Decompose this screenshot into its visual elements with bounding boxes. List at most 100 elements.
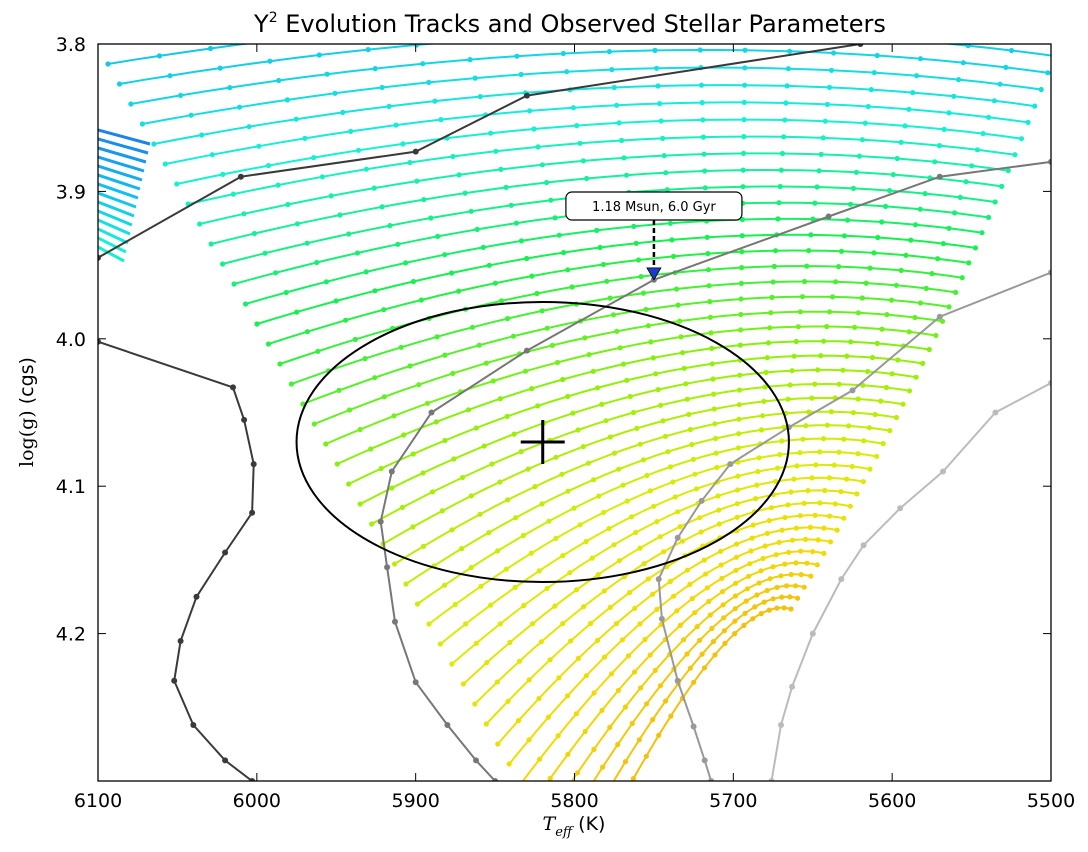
track-point	[410, 524, 416, 530]
track-point	[691, 679, 697, 685]
track-point	[151, 141, 157, 147]
track-point	[738, 327, 744, 333]
title-rest: Evolution Tracks and Observed Stellar Pa…	[278, 10, 886, 38]
track-point	[936, 143, 943, 149]
track-point	[616, 120, 622, 126]
track-point	[753, 496, 759, 502]
track-point	[323, 279, 329, 285]
track-point	[707, 612, 713, 618]
track-point	[220, 171, 226, 177]
track-point	[518, 781, 523, 786]
track-point	[874, 52, 880, 59]
track-point	[767, 325, 773, 331]
track-point	[262, 250, 268, 256]
track-point	[584, 175, 590, 182]
track-point	[654, 519, 660, 525]
track-point	[777, 183, 783, 190]
track-point	[893, 282, 900, 288]
track-point	[816, 168, 822, 174]
track-point	[414, 601, 421, 607]
track-point	[644, 701, 650, 707]
track-point	[529, 386, 535, 392]
track-point	[991, 98, 998, 104]
track-point	[594, 227, 600, 233]
track-point	[827, 539, 834, 545]
track-point	[389, 485, 395, 491]
track-point	[654, 65, 660, 71]
track-point	[922, 191, 928, 197]
track-point	[861, 438, 867, 444]
track-point	[786, 549, 792, 555]
track-point	[1052, 53, 1057, 58]
track-point	[285, 201, 291, 208]
track-point	[705, 267, 712, 273]
track-point	[362, 356, 368, 362]
track-point	[862, 120, 868, 126]
track-point	[906, 329, 912, 335]
track-point	[764, 355, 770, 361]
track-point	[791, 476, 797, 482]
isochrone-point	[674, 534, 681, 541]
track-point	[1018, 136, 1025, 142]
track-point	[803, 423, 809, 429]
track-point	[105, 61, 111, 67]
track-point	[690, 456, 697, 462]
chart-title: Y2 Evolution Tracks and Observed Stellar…	[253, 10, 886, 38]
track-point	[739, 216, 746, 223]
track-point	[283, 289, 289, 296]
track-point	[752, 604, 758, 610]
track-point	[378, 465, 384, 472]
track-point	[761, 599, 767, 605]
track-point	[492, 280, 498, 286]
isochrone-point	[412, 148, 419, 155]
track-point	[613, 621, 620, 627]
track-point	[630, 409, 637, 416]
track-point	[764, 530, 770, 537]
track-line	[359, 368, 917, 505]
track-point	[806, 248, 812, 254]
track-point	[704, 234, 710, 240]
track-point	[536, 695, 542, 702]
track-point	[760, 413, 766, 419]
track-point	[477, 94, 483, 100]
track-point	[799, 294, 806, 300]
track-point	[678, 334, 684, 340]
x-tick-label: 5500	[1027, 790, 1075, 812]
track-point	[637, 545, 643, 551]
track-point	[530, 621, 536, 627]
track-point	[686, 411, 692, 417]
track-point	[591, 690, 597, 696]
track-point	[332, 90, 338, 96]
track-point	[638, 274, 644, 280]
track-point	[372, 288, 378, 294]
isochrone-point	[936, 313, 943, 320]
track-point	[481, 443, 487, 449]
track-point	[956, 77, 962, 83]
track-line	[98, 200, 135, 218]
x-tick-label: 5700	[709, 790, 757, 812]
track-point	[560, 621, 566, 627]
track-point	[647, 488, 653, 494]
track-point	[848, 339, 854, 345]
track-point	[997, 81, 1003, 87]
track-point	[536, 568, 542, 574]
isochrone-point	[222, 757, 229, 764]
track-point	[853, 169, 860, 175]
track-point	[638, 685, 644, 691]
track-point	[620, 482, 626, 488]
track-point	[315, 348, 321, 354]
track-point	[830, 294, 836, 300]
track-point	[933, 332, 939, 339]
track-point	[504, 413, 510, 419]
track-point	[520, 532, 527, 539]
track-point	[721, 615, 727, 621]
track-point	[398, 344, 404, 350]
track-point	[782, 117, 788, 123]
track-point	[608, 671, 615, 677]
track-point	[574, 123, 580, 129]
track-point	[672, 494, 678, 500]
track-point	[808, 232, 814, 238]
track-point	[801, 584, 807, 590]
track-point	[607, 295, 613, 301]
track-point	[583, 673, 589, 679]
